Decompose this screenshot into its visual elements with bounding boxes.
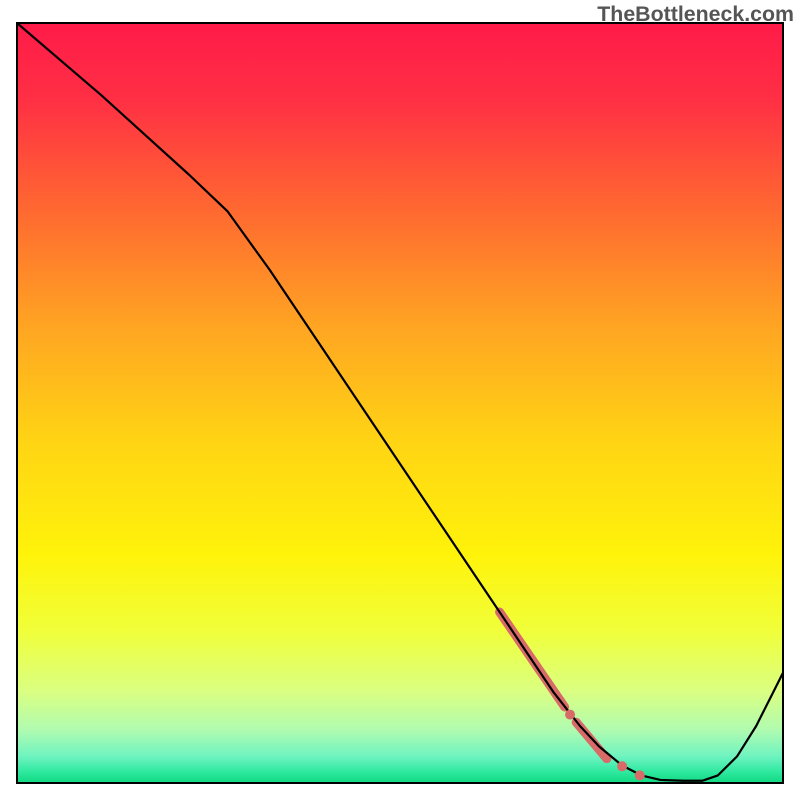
- chart-svg: [0, 0, 800, 800]
- gradient-background: [17, 23, 783, 783]
- chart-container: TheBottleneck.com: [0, 0, 800, 800]
